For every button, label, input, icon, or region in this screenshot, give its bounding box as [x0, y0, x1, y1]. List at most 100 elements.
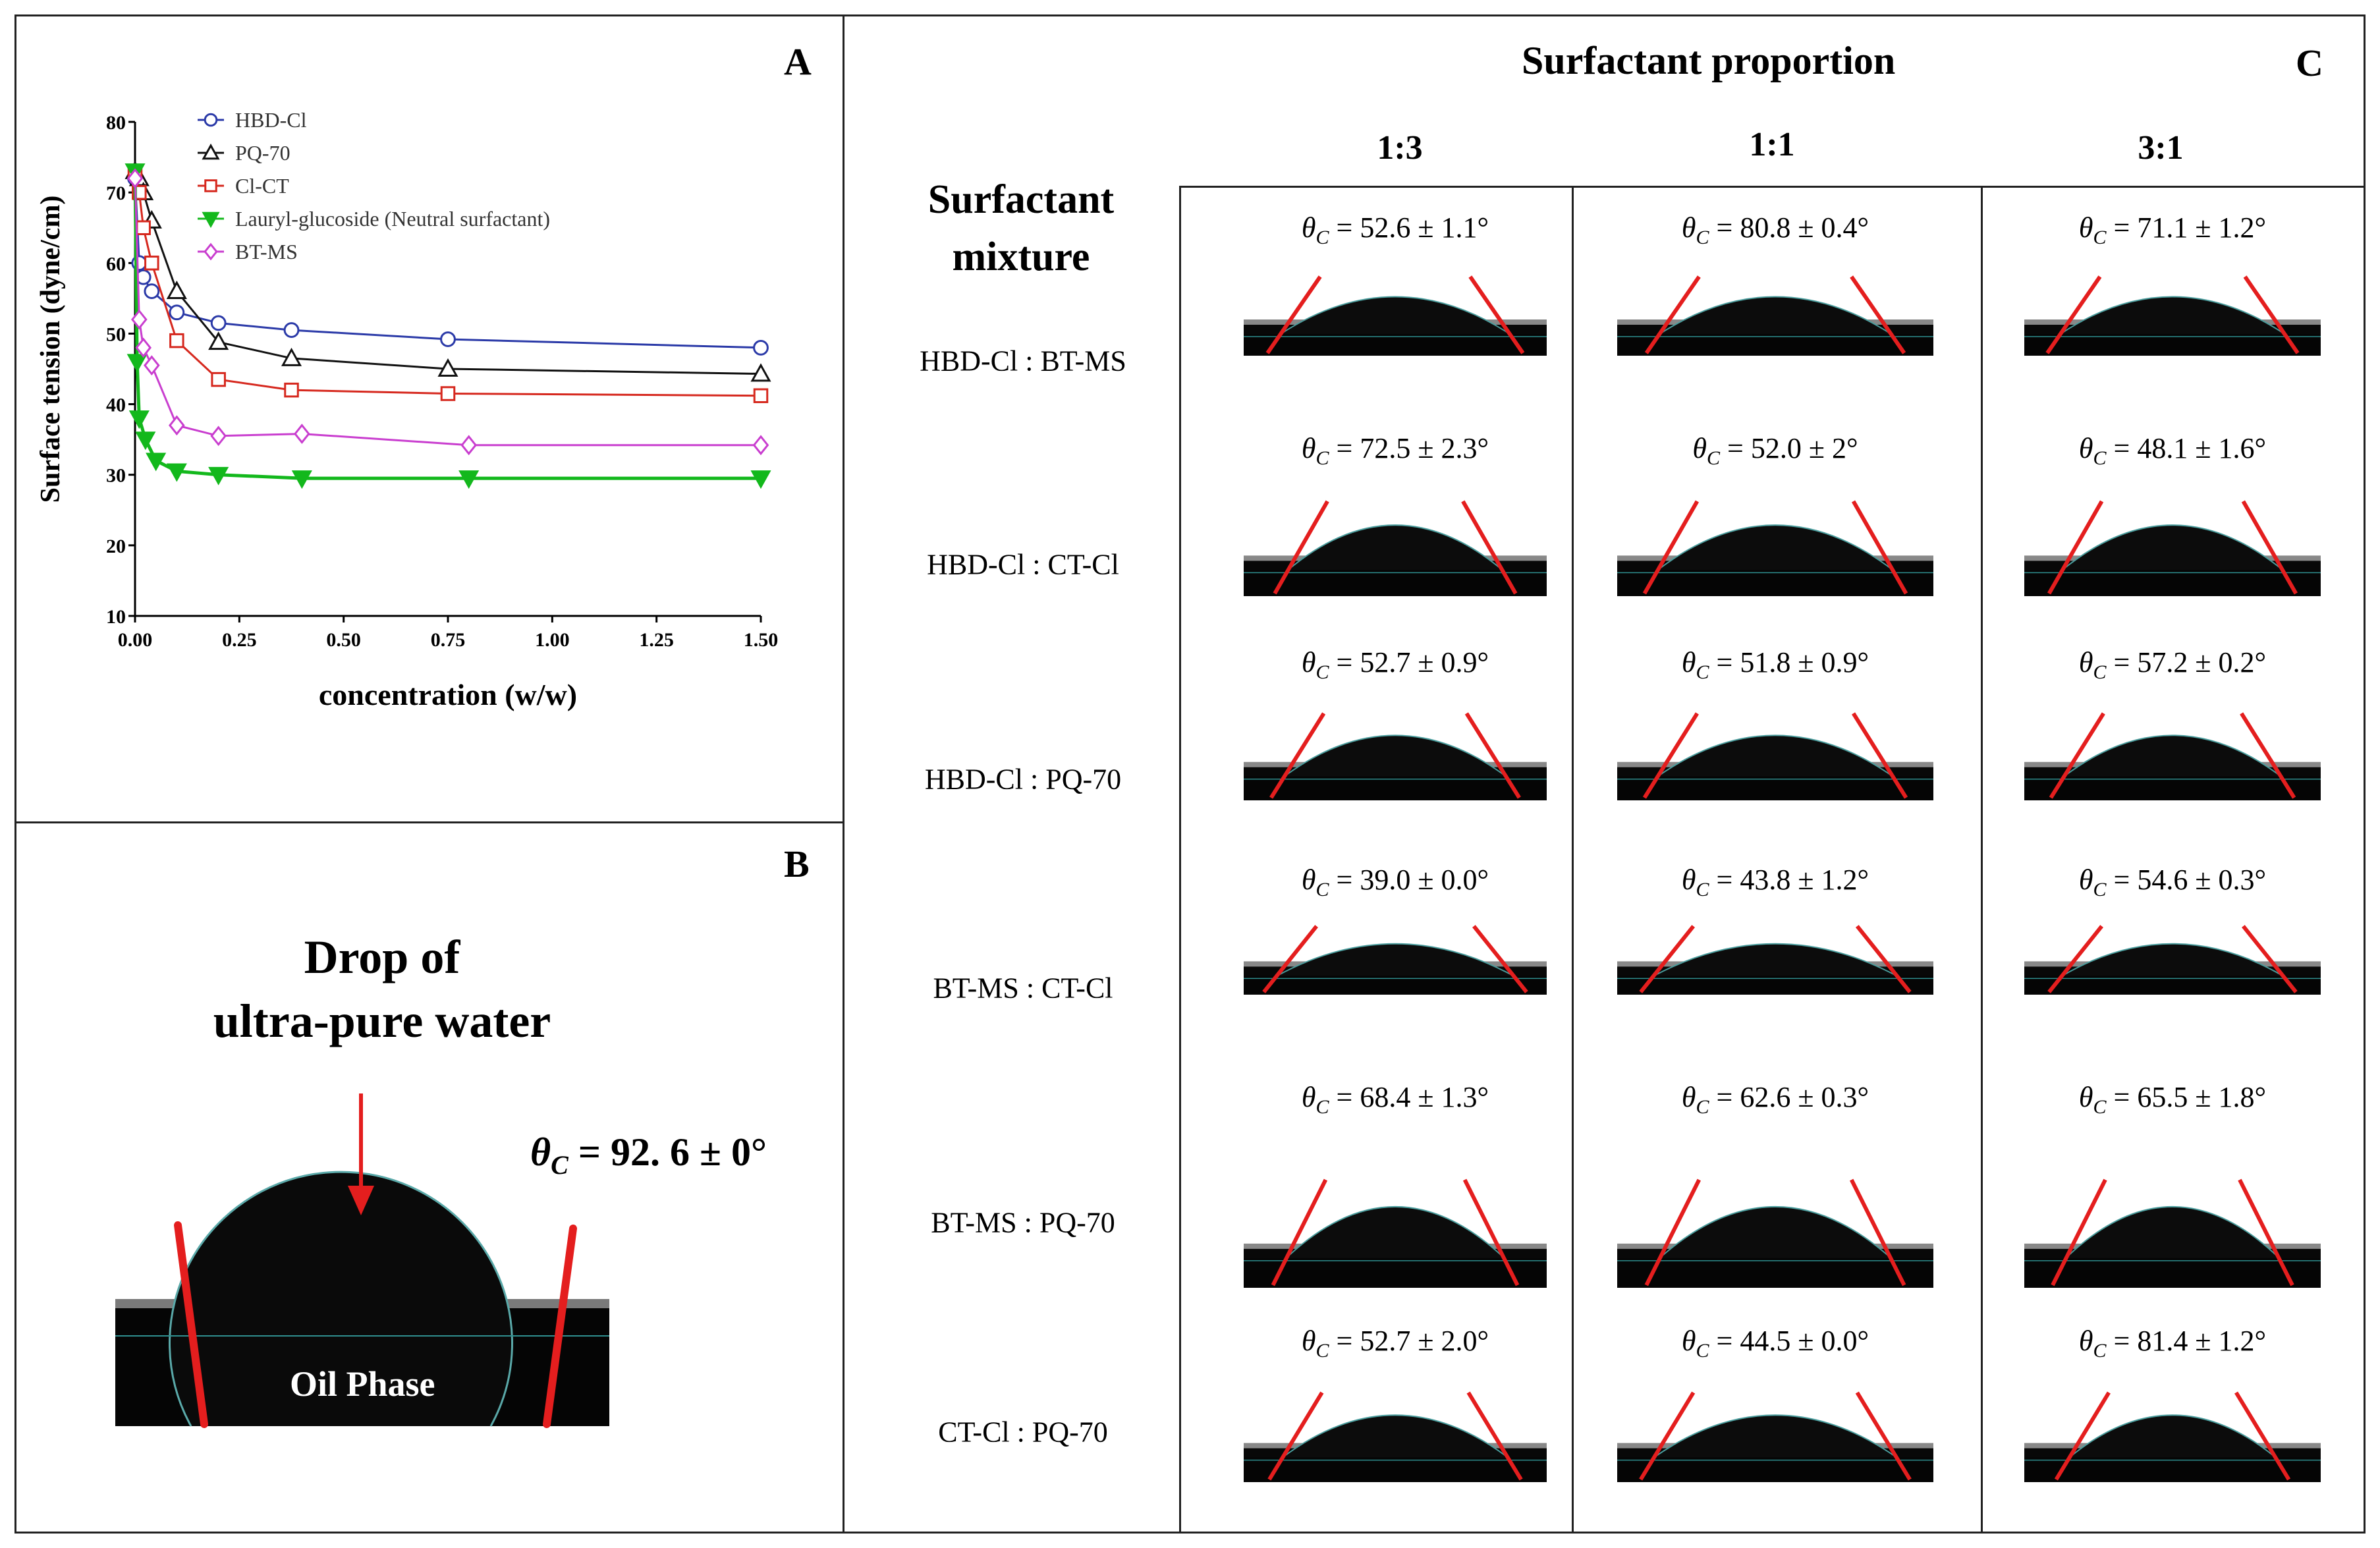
contact-angle-value: = 62.6 ± 0.3°	[1709, 1081, 1869, 1113]
data-point	[211, 372, 226, 387]
data-point	[208, 466, 229, 485]
row-header: Surfactant mixture	[879, 171, 1163, 286]
contact-angle-label: θC = 54.6 ± 0.3°	[2079, 863, 2266, 901]
data-point	[131, 309, 148, 330]
droplet-image	[1617, 275, 1933, 356]
data-point	[753, 339, 769, 356]
legend-item: Lauryl-glucoside (Neutral surfactant)	[198, 207, 550, 231]
droplet-image	[1617, 712, 1933, 800]
theta-subscript: C	[551, 1150, 568, 1180]
y-tick-label: 80	[106, 112, 126, 134]
contact-angle-value: = 81.4 ± 1.2°	[2106, 1325, 2267, 1357]
x-tick-label: 0.25	[222, 629, 257, 651]
data-point	[437, 358, 458, 377]
legend-marker	[204, 242, 218, 261]
droplet-image	[1244, 1178, 1547, 1288]
theta-symbol: θ	[1681, 864, 1696, 896]
x-tick-label: 0.50	[326, 629, 361, 651]
data-point	[136, 220, 151, 235]
legend-marker	[204, 113, 218, 127]
data-point	[208, 331, 229, 350]
y-tick-label: 50	[106, 323, 126, 345]
contact-angle-value: = 43.8 ± 1.2°	[1709, 864, 1869, 896]
theta-symbol: θ	[1301, 864, 1316, 896]
contact-angle-value: = 54.6 ± 0.3°	[2106, 864, 2267, 896]
data-point	[146, 453, 167, 472]
data-point	[460, 435, 477, 456]
theta-subscript: C	[1315, 447, 1329, 469]
data-point	[283, 322, 300, 338]
y-tick-label: 10	[106, 606, 126, 628]
data-point	[144, 283, 160, 300]
x-tick-label: 1.25	[639, 629, 674, 651]
theta-symbol: θ	[2078, 864, 2093, 896]
x-tick-label: 0.00	[118, 629, 153, 651]
mixture-label: BT-MS : PQ-70	[931, 1206, 1115, 1239]
droplet-image	[1244, 712, 1547, 800]
x-axis-label: concentration (w/w)	[319, 678, 577, 711]
row-header-line1: Surfactant	[927, 177, 1115, 222]
data-point	[440, 386, 456, 401]
y-tick-label: 60	[106, 253, 126, 275]
theta-symbol: θ	[1681, 1081, 1696, 1113]
theta-symbol: θ	[530, 1130, 551, 1174]
data-point	[144, 256, 159, 271]
contact-angle-value: = 52.7 ± 2.0°	[1329, 1325, 1489, 1357]
droplet-image	[2024, 712, 2321, 800]
contact-angle-value: = 44.5 ± 0.0°	[1709, 1325, 1869, 1357]
row-header-line2: mixture	[952, 234, 1090, 279]
theta-symbol: θ	[1681, 646, 1696, 678]
legend-item: PQ-70	[198, 141, 291, 165]
contact-angle-label: θC = 65.5 ± 1.8°	[2079, 1080, 2266, 1119]
data-point	[135, 337, 152, 358]
series-line	[133, 171, 761, 480]
legend-label: HBD-Cl	[235, 108, 307, 132]
legend-label: Lauryl-glucoside (Neutral surfactant)	[235, 207, 550, 231]
chart-legend: HBD-Cl PQ-70 Cl-CT Lauryl-glucoside (Neutra…	[198, 108, 550, 263]
theta-subscript: C	[1315, 878, 1329, 900]
droplet-image	[1617, 925, 1933, 995]
theta-subscript: C	[2093, 447, 2107, 469]
contact-angle-value: = 65.5 ± 1.8°	[2106, 1081, 2267, 1113]
contact-angle-value: = 52.7 ± 0.9°	[1329, 646, 1489, 678]
series-5	[126, 168, 769, 456]
theta-symbol: θ	[2078, 1081, 2093, 1113]
droplet-image	[1617, 1391, 1933, 1482]
y-tick-label: 70	[106, 182, 126, 204]
contact-angle-label: θC = 52.7 ± 2.0°	[1302, 1324, 1489, 1362]
panel-b-letter: B	[784, 843, 810, 885]
panel-b-title: Drop of ultra-pure water	[152, 926, 613, 1053]
theta-subscript: C	[1315, 226, 1329, 248]
theta-subscript: C	[1707, 447, 1721, 469]
contact-angle-label: θC = 62.6 ± 0.3°	[1682, 1080, 1869, 1119]
theta-symbol: θ	[1301, 646, 1316, 678]
contact-angle-label: θC = 44.5 ± 0.0°	[1682, 1324, 1869, 1362]
theta-subscript: C	[1696, 1339, 1709, 1362]
x-tick-label: 1.00	[535, 629, 570, 651]
panel-b-angle-value: = 92. 6 ± 0°	[568, 1130, 767, 1174]
theta-symbol: θ	[2078, 211, 2093, 244]
proportion-1-1: 1:1	[1749, 126, 1795, 163]
panel-a-letter: A	[784, 40, 812, 83]
data-point	[135, 431, 156, 451]
contact-angle-value: = 68.4 ± 1.3°	[1329, 1081, 1489, 1113]
data-point	[281, 347, 302, 366]
droplet-image	[2024, 1391, 2321, 1482]
contact-angle-label: θC = 43.8 ± 1.2°	[1682, 863, 1869, 901]
water-drop-image	[115, 1093, 609, 1428]
data-point	[144, 355, 160, 376]
contact-angle-value: = 80.8 ± 0.4°	[1709, 211, 1869, 244]
data-point	[752, 435, 769, 456]
contact-angle-value: = 72.5 ± 2.3°	[1329, 432, 1489, 464]
contact-angle-value: = 57.2 ± 0.2°	[2106, 646, 2267, 678]
mixture-label: HBD-Cl : CT-Cl	[927, 548, 1119, 581]
y-tick-label: 40	[106, 395, 126, 416]
legend-label: PQ-70	[235, 141, 291, 165]
y-tick-label: 20	[106, 536, 126, 557]
x-tick-label: 0.75	[431, 629, 466, 651]
data-point	[126, 354, 148, 373]
theta-symbol: θ	[1681, 1325, 1696, 1357]
theta-symbol: θ	[2078, 432, 2093, 464]
y-tick-label: 30	[106, 465, 126, 487]
data-point	[166, 281, 187, 300]
